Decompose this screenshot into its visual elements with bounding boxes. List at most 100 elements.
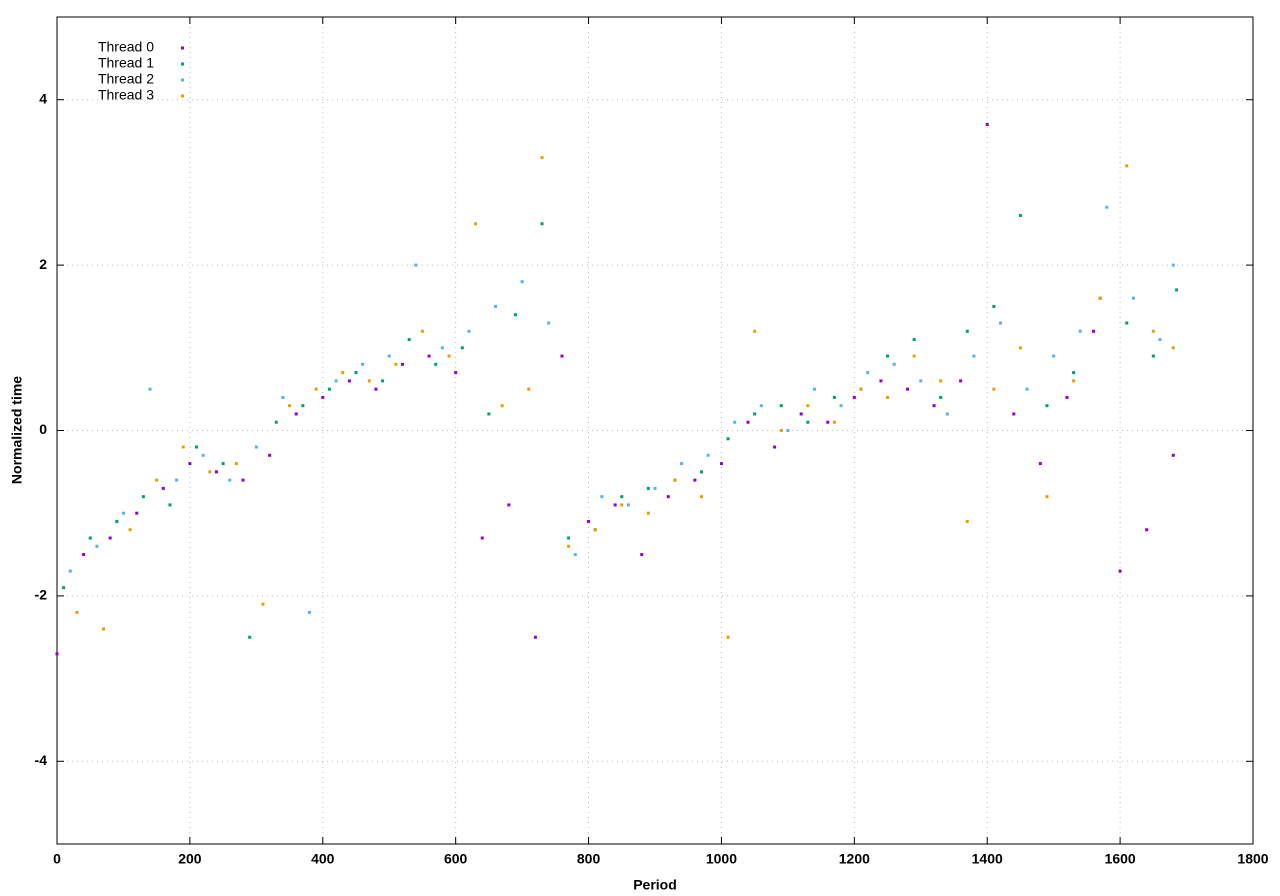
point [1145, 528, 1149, 532]
point [1158, 338, 1162, 342]
point [726, 635, 730, 639]
point [965, 519, 969, 523]
point [102, 627, 106, 631]
point [620, 503, 624, 507]
point [1045, 495, 1049, 499]
point [1171, 453, 1175, 457]
point [354, 371, 358, 375]
point [454, 371, 458, 375]
point [992, 304, 996, 308]
point [533, 635, 537, 639]
point [540, 222, 544, 226]
point [460, 346, 464, 350]
x-tick-label: 200 [178, 851, 202, 867]
point [1151, 354, 1155, 358]
point [268, 453, 272, 457]
point [746, 420, 750, 424]
point [208, 470, 212, 474]
point [248, 635, 252, 639]
point [135, 511, 139, 515]
point [560, 354, 564, 358]
x-tick-label: 800 [577, 851, 601, 867]
point [307, 610, 311, 614]
point [228, 478, 232, 482]
point [387, 354, 391, 358]
point [879, 379, 883, 383]
point [806, 420, 810, 424]
y-axis-label: Normalized time [9, 376, 25, 484]
point [168, 503, 172, 507]
point [1018, 213, 1022, 217]
point [500, 404, 504, 408]
point [128, 528, 132, 532]
point [527, 387, 531, 391]
x-tick-label: 1200 [839, 851, 870, 867]
point [161, 486, 165, 490]
point [88, 536, 92, 540]
point [301, 404, 305, 408]
point [573, 553, 577, 557]
point [234, 462, 238, 466]
point [520, 280, 524, 284]
plot-frame [56, 16, 1254, 845]
point [832, 395, 836, 399]
point [945, 412, 949, 416]
point [593, 528, 597, 532]
point [806, 404, 810, 408]
point [832, 420, 836, 424]
point [600, 495, 604, 499]
point [327, 387, 331, 391]
x-tick-label: 400 [311, 851, 335, 867]
point [281, 395, 285, 399]
point [972, 354, 976, 358]
y-tick-label: 2 [39, 256, 47, 272]
point [912, 354, 916, 358]
point [753, 412, 757, 416]
point [427, 354, 431, 358]
point [839, 404, 843, 408]
point [341, 371, 345, 375]
point [992, 387, 996, 391]
point [826, 420, 830, 424]
x-axis-label: Period [633, 877, 677, 893]
point [852, 395, 856, 399]
point [414, 263, 418, 267]
point [115, 519, 119, 523]
point [886, 395, 890, 399]
point [188, 462, 192, 466]
point [626, 503, 630, 507]
point [939, 395, 943, 399]
point [680, 462, 684, 466]
x-tick-label: 0 [53, 851, 61, 867]
point [1125, 321, 1129, 325]
point [567, 544, 571, 548]
point [1125, 164, 1129, 168]
point [288, 404, 292, 408]
point [274, 420, 278, 424]
point [640, 553, 644, 557]
point [1175, 288, 1179, 292]
point [480, 536, 484, 540]
point [886, 354, 890, 358]
point [1052, 354, 1056, 358]
legend-marker [181, 78, 184, 82]
point [487, 412, 491, 416]
x-tick-label: 1400 [972, 851, 1003, 867]
point [786, 429, 790, 432]
x-tick-label: 1600 [1105, 851, 1136, 867]
point [440, 346, 444, 350]
point [1012, 412, 1016, 416]
point [507, 503, 511, 507]
point [985, 123, 989, 127]
legend-label: Thread 0 [98, 39, 154, 55]
point [567, 536, 571, 540]
y-tick-label: -2 [35, 587, 48, 603]
legend-label: Thread 2 [98, 71, 154, 87]
x-tick-label: 600 [444, 851, 468, 867]
point [381, 379, 385, 383]
point [1018, 346, 1022, 350]
point [700, 470, 704, 474]
point [254, 445, 258, 449]
